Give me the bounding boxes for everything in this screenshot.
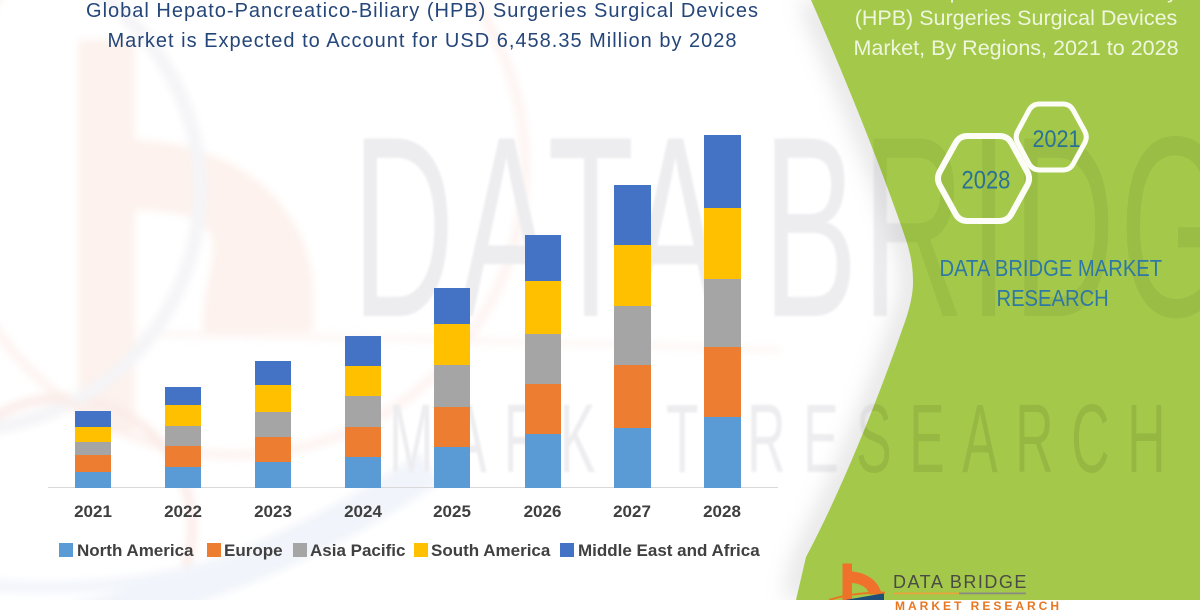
svg-text:2028: 2028 <box>962 166 1011 194</box>
svg-text:2021: 2021 <box>1033 125 1081 153</box>
svg-text:DATA BRIDGE MARKET: DATA BRIDGE MARKET <box>940 255 1163 282</box>
svg-text:MARKET RESEARCH: MARKET RESEARCH <box>389 384 1183 493</box>
svg-text:RESEARCH: RESEARCH <box>997 285 1109 312</box>
